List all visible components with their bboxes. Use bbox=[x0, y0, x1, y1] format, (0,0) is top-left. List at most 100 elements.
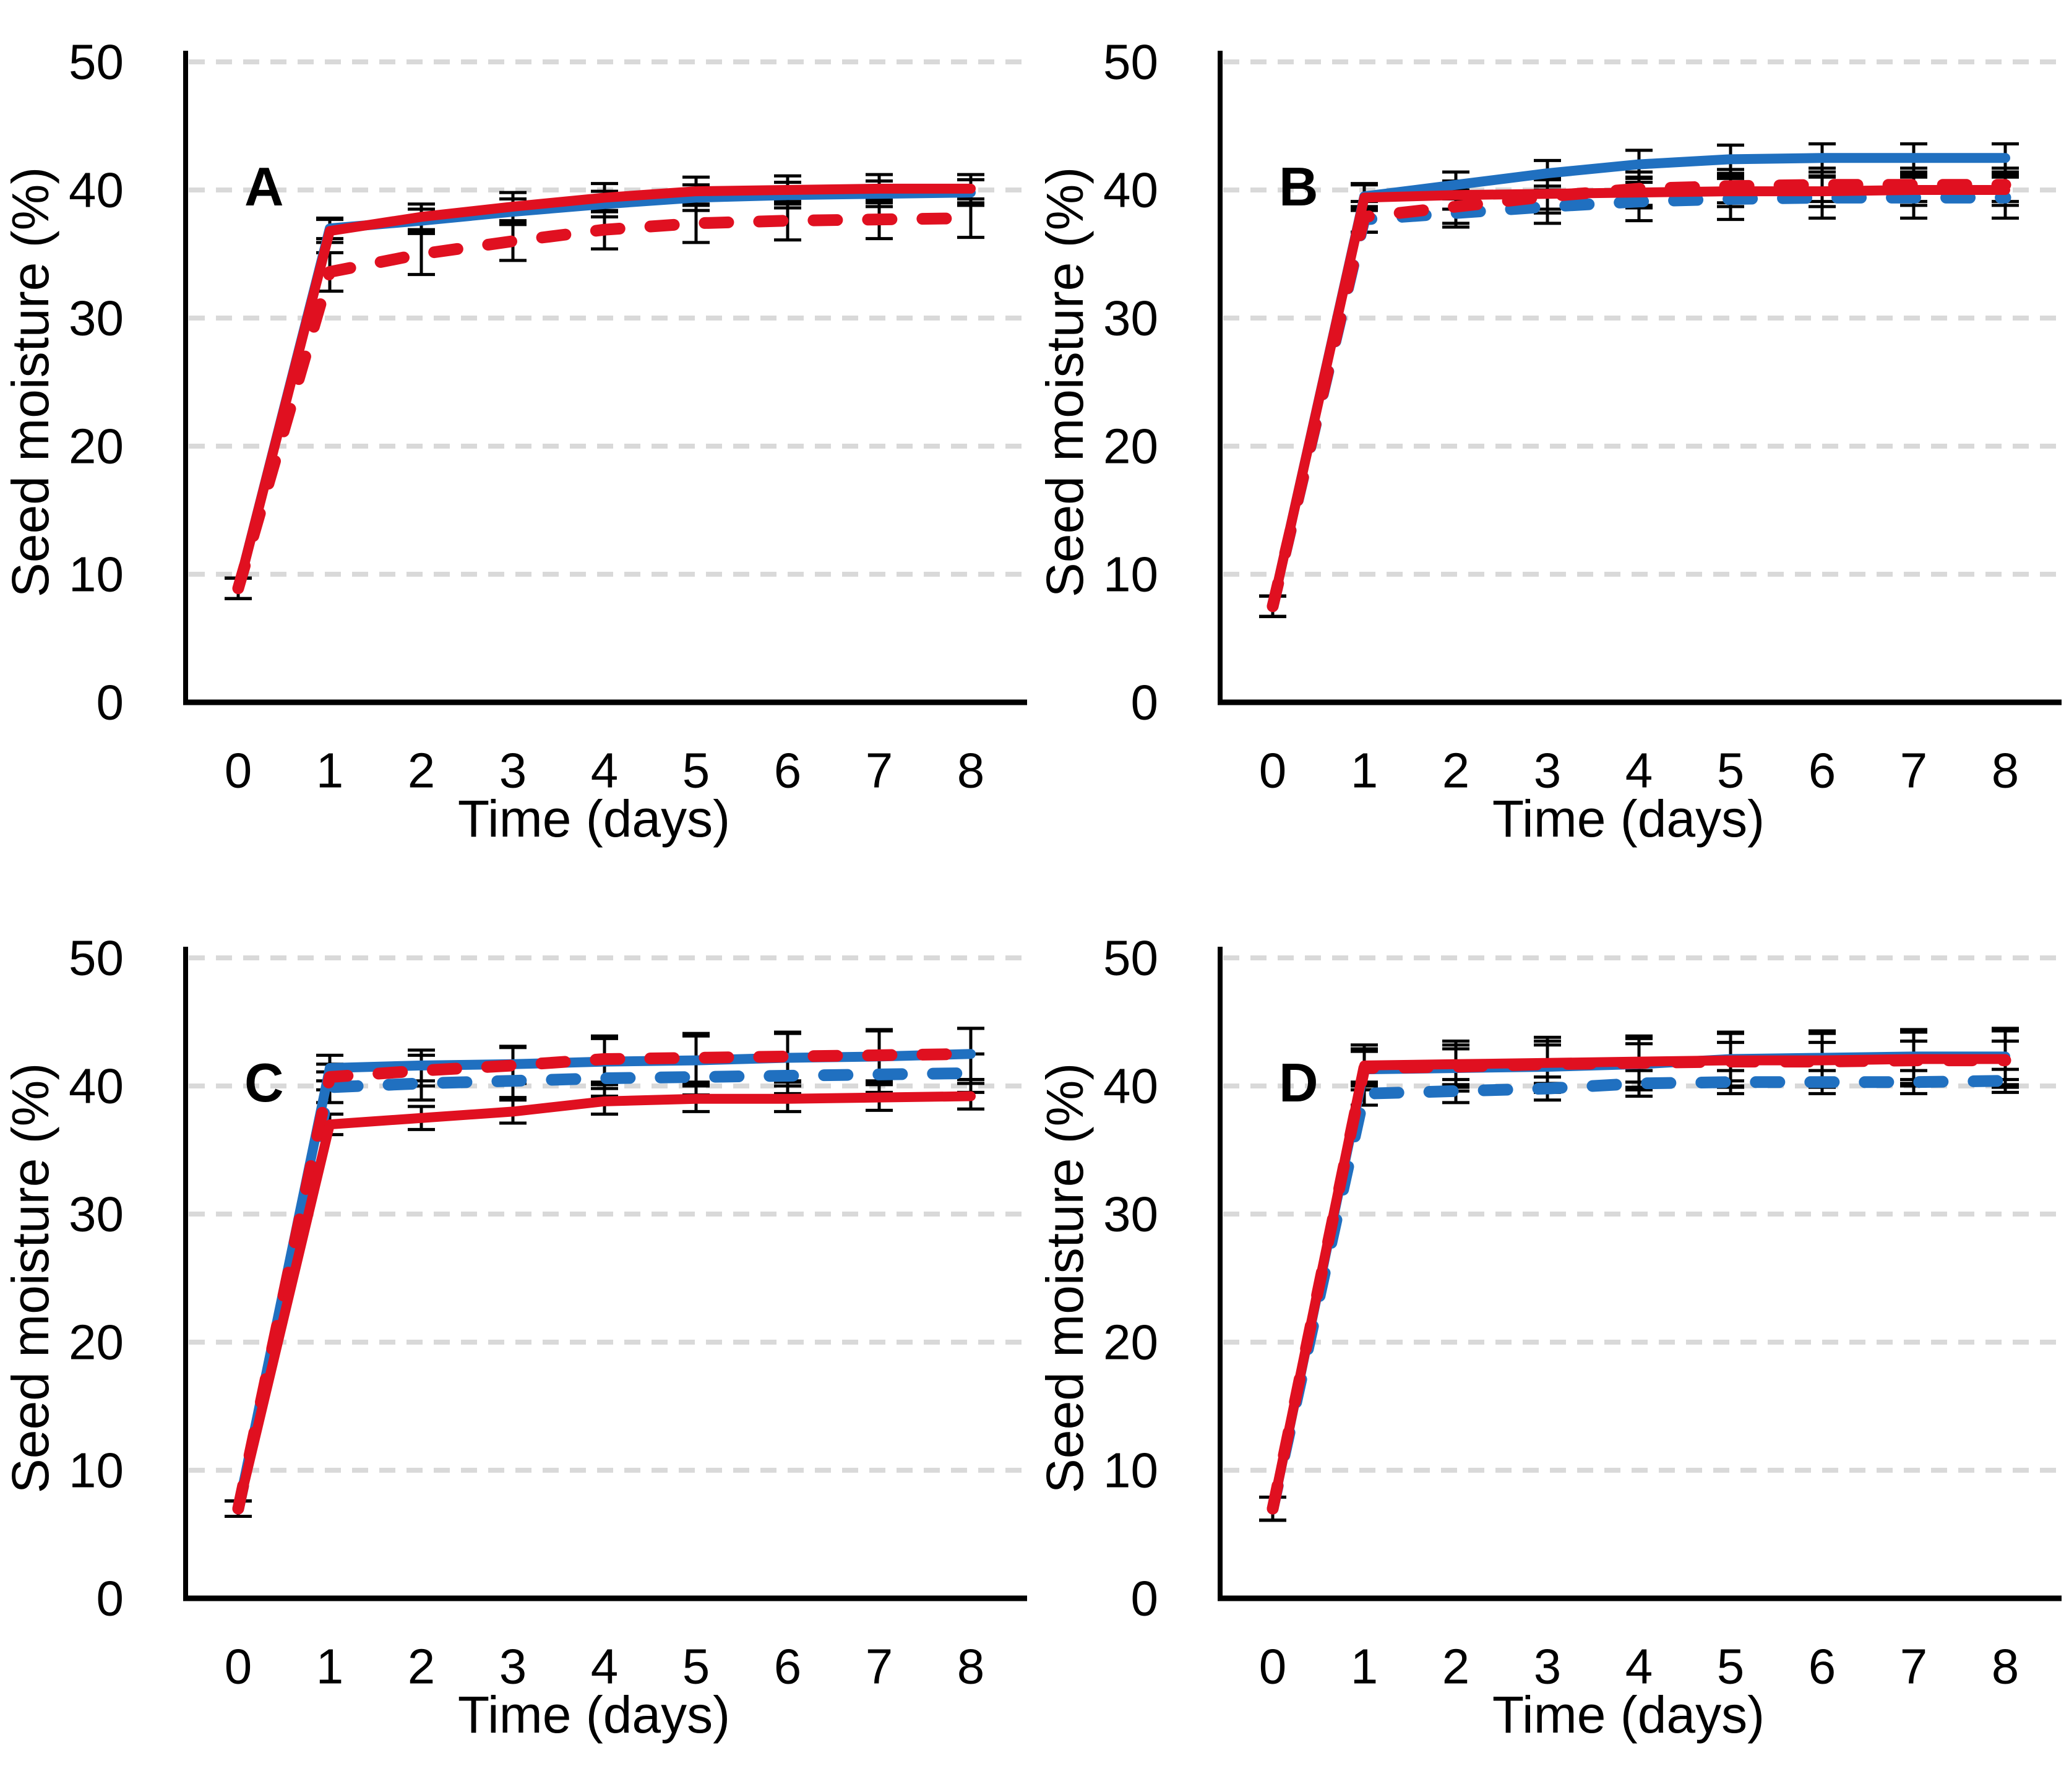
series-red-dashed bbox=[1267, 179, 2011, 613]
x-axis-title: Time (days) bbox=[1492, 790, 1765, 848]
x-tick-label: 4 bbox=[1625, 1639, 1653, 1694]
y-tick-label: 10 bbox=[69, 1443, 124, 1498]
y-tick-label: 10 bbox=[1103, 1443, 1158, 1498]
y-axis-title: Seed moisture (%) bbox=[1, 1063, 59, 1494]
x-tick-label: 5 bbox=[1717, 1639, 1745, 1694]
y-tick-label: 0 bbox=[97, 675, 124, 730]
series-blue-solid bbox=[1268, 1051, 2010, 1514]
y-axis-title: Seed moisture (%) bbox=[1036, 1063, 1094, 1494]
x-tick-label: 2 bbox=[1442, 1639, 1470, 1694]
y-tick-label: 50 bbox=[69, 35, 124, 90]
y-tick-label: 30 bbox=[1103, 1187, 1158, 1242]
x-tick-label: 1 bbox=[316, 1639, 344, 1694]
x-tick-label: 3 bbox=[499, 1639, 527, 1694]
y-tick-label: 30 bbox=[1103, 291, 1158, 346]
y-tick-label: 10 bbox=[69, 547, 124, 602]
x-tick-label: 6 bbox=[1809, 743, 1836, 798]
x-tick-label: 6 bbox=[774, 1639, 802, 1694]
y-tick-label: 40 bbox=[69, 163, 124, 218]
x-tick-label: 4 bbox=[1625, 743, 1653, 798]
x-tick-label: 0 bbox=[225, 1639, 252, 1694]
series-blue-solid bbox=[1268, 153, 2010, 611]
x-axis-title: Time (days) bbox=[458, 790, 730, 848]
panel-d-cell: 0 10 20 30 40 50 0 1 2 3 4 5 6 7 8 Time (days) Seed mois… bbox=[1034, 896, 2069, 1792]
x-tick-label: 5 bbox=[682, 1639, 710, 1694]
series-red-solid bbox=[1268, 1054, 2010, 1514]
series-blue-solid bbox=[233, 187, 976, 593]
panel-a-cell: 0 10 20 30 40 50 0 1 2 3 4 5 6 7 8 Time (days) Seed mois… bbox=[0, 0, 1034, 896]
series-blue-dashed bbox=[1267, 1075, 2011, 1515]
y-tick-label: 20 bbox=[1103, 419, 1158, 474]
panel-label: A bbox=[244, 156, 284, 217]
series-blue-dashed bbox=[232, 1067, 977, 1515]
panel-label: C bbox=[244, 1052, 284, 1113]
panel-c-chart: 0 10 20 30 40 50 0 1 2 3 4 5 6 7 8 Time (days) Seed mois… bbox=[1, 931, 1027, 1744]
y-tick-label: 20 bbox=[69, 1315, 124, 1370]
panel-b-chart: 0 10 20 30 40 50 0 1 2 3 4 5 6 7 8 Time (days) Seed mois… bbox=[1036, 35, 2062, 848]
x-tick-label: 3 bbox=[499, 743, 527, 798]
error-bars-red-solid bbox=[225, 1082, 984, 1518]
x-tick-label: 1 bbox=[316, 743, 344, 798]
error-bars-red-dashed bbox=[1259, 166, 2019, 618]
series-blue-dashed bbox=[1267, 191, 2011, 613]
error-bars-blue-dashed bbox=[1259, 1067, 2019, 1522]
x-tick-label: 7 bbox=[1900, 743, 1928, 798]
x-tick-label: 2 bbox=[408, 743, 436, 798]
y-tick-label: 30 bbox=[69, 1187, 124, 1242]
x-tick-label: 4 bbox=[591, 743, 619, 798]
panel-label: D bbox=[1279, 1052, 1318, 1113]
error-bars-red-dashed bbox=[225, 197, 984, 600]
x-tick-label: 5 bbox=[682, 743, 710, 798]
error-bars-red-dashed bbox=[1259, 1040, 2019, 1522]
x-tick-label: 7 bbox=[1900, 1639, 1928, 1694]
x-tick-label: 8 bbox=[957, 1639, 985, 1694]
y-tick-label: 10 bbox=[1103, 547, 1158, 602]
x-tick-label: 7 bbox=[866, 743, 893, 798]
x-tick-label: 8 bbox=[1992, 1639, 2020, 1694]
x-tick-label: 2 bbox=[1442, 743, 1470, 798]
x-tick-label: 6 bbox=[774, 743, 802, 798]
panel-c-cell: 0 10 20 30 40 50 0 1 2 3 4 5 6 7 8 Time (days) Seed mois… bbox=[0, 896, 1034, 1792]
x-tick-label: 5 bbox=[1717, 743, 1745, 798]
series-red-dashed bbox=[232, 212, 977, 595]
x-tick-label: 0 bbox=[225, 743, 252, 798]
panel-b-cell: 0 10 20 30 40 50 0 1 2 3 4 5 6 7 8 Time (days) Seed mois… bbox=[1034, 0, 2069, 896]
y-tick-label: 50 bbox=[1103, 35, 1158, 90]
panel-a-chart: 0 10 20 30 40 50 0 1 2 3 4 5 6 7 8 Time (days) Seed mois… bbox=[1, 35, 1027, 848]
x-tick-label: 8 bbox=[957, 743, 985, 798]
y-tick-label: 50 bbox=[69, 931, 124, 986]
error-bars-red-solid bbox=[1259, 173, 2019, 618]
panel-label: B bbox=[1279, 156, 1318, 217]
x-tick-label: 3 bbox=[1534, 743, 1562, 798]
series-red-dashed bbox=[232, 1048, 977, 1515]
y-axis-title: Seed moisture (%) bbox=[1, 167, 59, 598]
y-tick-label: 20 bbox=[69, 419, 124, 474]
y-tick-label: 40 bbox=[69, 1059, 124, 1114]
x-tick-label: 3 bbox=[1534, 1639, 1562, 1694]
x-tick-label: 6 bbox=[1809, 1639, 1836, 1694]
x-tick-label: 1 bbox=[1351, 1639, 1379, 1694]
x-tick-label: 0 bbox=[1259, 1639, 1287, 1694]
x-tick-label: 8 bbox=[1992, 743, 2020, 798]
y-tick-label: 0 bbox=[1131, 675, 1159, 730]
x-tick-label: 4 bbox=[591, 1639, 619, 1694]
error-bars-blue-dashed bbox=[1259, 175, 2019, 618]
x-axis-title: Time (days) bbox=[1492, 1686, 1765, 1744]
y-tick-label: 30 bbox=[69, 291, 124, 346]
panel-d-chart: 0 10 20 30 40 50 0 1 2 3 4 5 6 7 8 Time (days) Seed mois… bbox=[1036, 931, 2062, 1744]
y-tick-label: 50 bbox=[1103, 931, 1158, 986]
series-red-dashed bbox=[1267, 1054, 2011, 1515]
y-tick-label: 20 bbox=[1103, 1315, 1158, 1370]
y-tick-label: 0 bbox=[97, 1571, 124, 1626]
y-tick-label: 40 bbox=[1103, 163, 1158, 218]
y-tick-label: 0 bbox=[1131, 1571, 1159, 1626]
x-tick-label: 1 bbox=[1351, 743, 1379, 798]
x-tick-label: 2 bbox=[408, 1639, 436, 1694]
x-tick-label: 0 bbox=[1259, 743, 1287, 798]
y-tick-label: 40 bbox=[1103, 1059, 1158, 1114]
series-red-solid bbox=[233, 1091, 976, 1514]
y-axis-title: Seed moisture (%) bbox=[1036, 167, 1094, 598]
x-axis-title: Time (days) bbox=[458, 1686, 730, 1744]
series-red-solid bbox=[1268, 185, 2010, 611]
